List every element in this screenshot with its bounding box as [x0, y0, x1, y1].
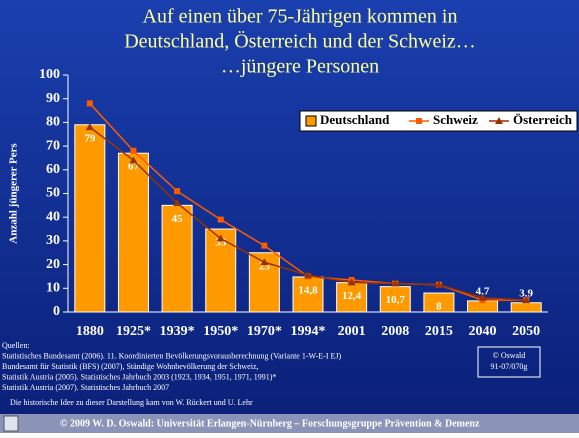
- marker: [478, 293, 487, 301]
- value-label: 35: [215, 237, 227, 249]
- value-label: 12,4: [342, 290, 362, 302]
- legend-label: Österreich: [513, 112, 573, 127]
- marker: [173, 198, 182, 206]
- value-label: 10,7: [386, 294, 406, 306]
- value-label: 25: [259, 260, 271, 272]
- marker: [216, 234, 225, 242]
- legend-marker: [416, 118, 422, 124]
- logo: [3, 415, 19, 432]
- bar: [74, 124, 106, 313]
- x-tick-label: 1994*: [291, 324, 326, 339]
- x-tick-label: 2001: [338, 324, 366, 339]
- bar: [292, 276, 324, 313]
- bar: [379, 286, 411, 313]
- y-tick-label: 40: [46, 209, 60, 224]
- legend-swatch: [305, 115, 317, 127]
- marker: [347, 278, 356, 286]
- chart-title: Auf einen über 75-Jährigen kommen in: [143, 6, 458, 28]
- value-label: 8: [436, 301, 442, 313]
- x-tick-label: 1950*: [203, 324, 238, 339]
- bar: [117, 152, 149, 313]
- footer-text: © 2009 W. D. Oswald: Universität Erlange…: [60, 418, 480, 429]
- marker: [174, 188, 181, 195]
- x-tick-label: 2040: [469, 324, 497, 339]
- x-tick-label: 2015: [425, 324, 453, 339]
- marker: [130, 147, 137, 154]
- y-tick-label: 50: [46, 186, 60, 201]
- x-tick-label: 2008: [381, 324, 409, 339]
- value-label: 67: [128, 161, 140, 173]
- source-text: Statistik Austria (2007). Statistisches …: [2, 383, 169, 392]
- marker: [391, 279, 400, 287]
- marker: [217, 216, 224, 223]
- legend-marker: [495, 117, 503, 124]
- y-tick-label: 60: [46, 162, 60, 177]
- source-text: Quellen:: [2, 341, 30, 350]
- value-label: 45: [172, 213, 184, 225]
- value-label: 3,9: [519, 287, 533, 299]
- y-tick-label: 0: [53, 304, 60, 319]
- y-axis-label: Anzahl jüngerer Pers: [8, 143, 20, 244]
- bar: [336, 282, 368, 313]
- x-tick-label: 1925*: [116, 324, 151, 339]
- note-text: Die historische Idee zu dieser Darstellu…: [10, 398, 253, 407]
- y-tick-label: 100: [39, 67, 60, 82]
- y-tick-label: 70: [46, 138, 60, 153]
- chart-title: Deutschland, Österreich und der Schweiz…: [124, 30, 476, 53]
- value-label: 79: [84, 132, 96, 144]
- y-tick-label: 30: [46, 233, 60, 248]
- legend-label: Deutschland: [320, 112, 390, 127]
- bar: [423, 292, 455, 313]
- y-tick-label: 20: [46, 257, 60, 272]
- x-tick-label: 1939*: [160, 324, 195, 339]
- source-text: Bundesamt für Statistik (BFS) (2007), St…: [2, 362, 259, 371]
- x-tick-label: 1880: [76, 324, 104, 339]
- legend-label: Schweiz: [433, 112, 478, 127]
- marker: [129, 156, 138, 164]
- marker: [261, 242, 268, 249]
- marker: [86, 100, 93, 107]
- footer-bar: [0, 414, 579, 433]
- chart-title: …jüngere Personen: [221, 56, 379, 78]
- x-tick-label: 2050: [512, 324, 540, 339]
- bar: [161, 204, 193, 313]
- value-label: 14,8: [298, 284, 318, 296]
- y-tick-label: 80: [46, 115, 60, 130]
- stamp-box: [477, 346, 541, 378]
- bar: [205, 228, 237, 313]
- marker: [260, 258, 269, 266]
- legend-box: [299, 110, 578, 132]
- x-tick-label: 1970*: [247, 324, 282, 339]
- marker: [85, 123, 94, 131]
- y-tick-label: 90: [46, 91, 60, 106]
- bar: [510, 302, 542, 313]
- source-text: Statistik Austria (2005). Statistisches …: [2, 372, 276, 381]
- marker: [434, 280, 443, 288]
- stamp-text: 91-07/070g: [491, 362, 528, 371]
- value-label: 4,7: [476, 285, 490, 297]
- y-tick-label: 10: [46, 281, 60, 296]
- marker: [522, 296, 531, 304]
- source-text: Statistisches Bundesamt (2006). 11. Koor…: [2, 351, 342, 360]
- marker: [304, 271, 312, 279]
- stamp-text: © Oswald: [493, 351, 526, 360]
